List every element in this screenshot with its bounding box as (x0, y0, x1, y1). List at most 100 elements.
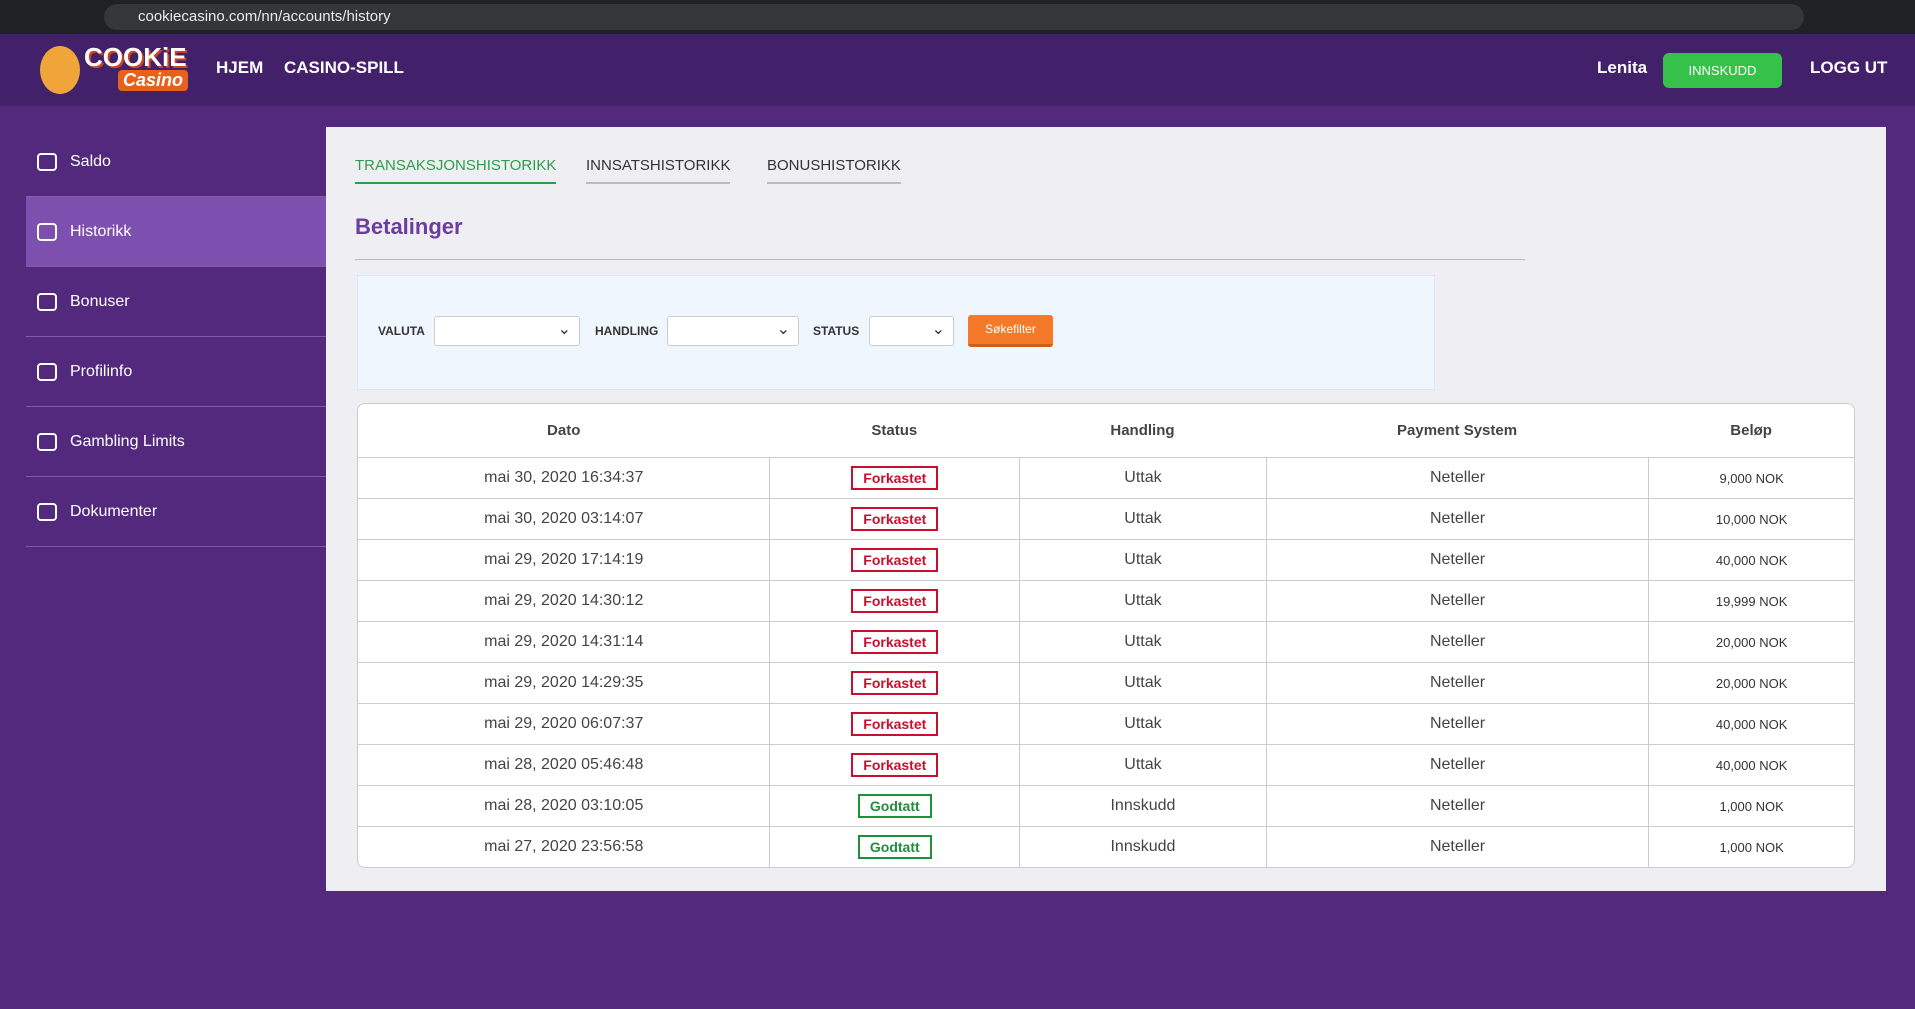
logout-link[interactable]: LOGG UT (1810, 58, 1888, 77)
status-badge: Forkastet (851, 466, 939, 490)
status-badge: Forkastet (851, 671, 939, 695)
table-cell: mai 27, 2020 23:56:58 (484, 838, 644, 855)
sidebar-item[interactable]: Saldo (26, 127, 326, 197)
logo-subtext: Casino (118, 70, 189, 91)
table-cell: Uttak (1019, 704, 1266, 744)
tab[interactable]: BONUSHISTORIKK (767, 157, 901, 184)
table-row: mai 30, 2020 03:14:07 Forkastet Uttak Netel… (358, 498, 1854, 539)
table-cell: Uttak (1019, 581, 1266, 621)
filter-select[interactable] (667, 316, 799, 346)
table-cell: 10,000 NOK (1648, 499, 1854, 539)
sidebar-item[interactable]: Gambling Limits (26, 407, 326, 477)
table-cell: Neteller (1265, 499, 1648, 539)
table-cell: Forkastet (769, 622, 1019, 662)
deposit-button[interactable]: INNSKUDD (1663, 53, 1782, 88)
table-row: mai 28, 2020 05:46:48 Forkastet Uttak Netel… (358, 744, 1854, 785)
table-cell: 9,000 NOK (1648, 458, 1854, 498)
table-header-row: Dato Status Handling Payment System Beløp (358, 404, 1854, 457)
logo-text: COOKiE (84, 42, 187, 72)
logo[interactable]: COOKiE Casino (40, 42, 189, 98)
table-row: mai 29, 2020 14:31:14 Forkastet Uttak Netel… (358, 621, 1854, 662)
table-cell: mai 29, 2020 14:31:14 (484, 633, 644, 650)
filter-label: STATUS (813, 324, 860, 338)
table-cell: Forkastet (769, 704, 1019, 744)
table-cell: Neteller (1265, 622, 1648, 662)
table-cell: Uttak (1019, 540, 1266, 580)
status-badge: Godtatt (857, 835, 932, 859)
table-cell: Forkastet (769, 499, 1019, 539)
address-bar[interactable]: cookiecasino.com/nn/accounts/history (104, 4, 1804, 30)
table-cell: Neteller (1265, 745, 1648, 785)
table-cell: Godtatt (769, 786, 1019, 826)
column-header: Status (871, 422, 918, 439)
table-cell: mai 28, 2020 05:46:48 (484, 756, 644, 773)
table-row: mai 28, 2020 03:10:05 Godtatt Innskudd Nete… (358, 785, 1854, 826)
filter-label: HANDLING (595, 324, 659, 338)
table-row: mai 27, 2020 23:56:58 Godtatt Innskudd Nete… (358, 826, 1854, 867)
table-cell: Godtatt (769, 827, 1019, 867)
table-cell: Innskudd (1019, 786, 1266, 826)
sidebar-item[interactable]: Historikk (26, 197, 326, 267)
table-cell: Uttak (1019, 663, 1266, 703)
table-cell: Neteller (1265, 540, 1648, 580)
table-row: mai 29, 2020 14:30:12 Forkastet Uttak Netel… (358, 580, 1854, 621)
table-cell: Neteller (1265, 786, 1648, 826)
logo-mascot (40, 46, 80, 94)
column-header: Beløp (1730, 422, 1772, 439)
nav-link[interactable]: CASINO-SPILL (284, 58, 404, 77)
column-header: Handling (1110, 422, 1175, 439)
table-cell: 19,999 NOK (1648, 581, 1854, 621)
table-cell: Uttak (1019, 622, 1266, 662)
table-cell: Neteller (1265, 581, 1648, 621)
sidebar-item[interactable]: Bonuser (26, 267, 326, 337)
user-name[interactable]: Lenita (1597, 58, 1648, 77)
table-cell: 40,000 NOK (1648, 540, 1854, 580)
status-badge: Forkastet (851, 712, 939, 736)
section-heading: Betalinger (355, 214, 463, 239)
table-cell: mai 29, 2020 17:14:19 (484, 551, 644, 568)
table-cell: Neteller (1265, 827, 1648, 867)
table-cell: mai 30, 2020 16:34:37 (484, 469, 644, 486)
table-cell: Forkastet (769, 745, 1019, 785)
tab[interactable]: INNSATSHISTORIKK (586, 157, 731, 184)
table-cell: Neteller (1265, 458, 1648, 498)
search-button[interactable]: Søkefilter (968, 315, 1053, 347)
sidebar-icon (37, 503, 57, 521)
filter-label: VALUTA (378, 324, 425, 338)
table-row: mai 29, 2020 06:07:37 Forkastet Uttak Netel… (358, 703, 1854, 744)
table-cell: mai 29, 2020 06:07:37 (484, 715, 644, 732)
column-header: Dato (547, 422, 581, 439)
table-cell: 1,000 NOK (1648, 786, 1854, 826)
filter-select[interactable] (434, 316, 580, 346)
table-cell: Neteller (1265, 663, 1648, 703)
table-cell: mai 28, 2020 03:10:05 (484, 797, 644, 814)
table-cell: Forkastet (769, 458, 1019, 498)
table-cell: Uttak (1019, 745, 1266, 785)
table-row: mai 29, 2020 17:14:19 Forkastet Uttak Netel… (358, 539, 1854, 580)
table-cell: 1,000 NOK (1648, 827, 1854, 867)
tab[interactable]: TRANSAKSJONSHISTORIKK (355, 157, 557, 184)
status-badge: Forkastet (851, 548, 939, 572)
column-header: Payment System (1397, 422, 1518, 439)
sidebar-item[interactable]: Dokumenter (26, 477, 326, 547)
table-cell: mai 29, 2020 14:30:12 (484, 592, 644, 609)
filter-select[interactable] (869, 316, 954, 346)
site-header: COOKiE Casino (0, 34, 1915, 106)
nav-link[interactable]: HJEM (216, 58, 264, 77)
table-cell: Neteller (1265, 704, 1648, 744)
sidebar-item[interactable]: Profilinfo (26, 337, 326, 407)
history-table: Dato Status Handling Payment System Beløp mai… (357, 403, 1855, 868)
table-cell: mai 30, 2020 03:14:07 (484, 510, 644, 527)
table-cell: mai 29, 2020 14:29:35 (484, 674, 644, 691)
status-badge: Godtatt (857, 794, 932, 818)
table-row: mai 30, 2020 16:34:37 Forkastet Uttak Netel… (358, 457, 1854, 498)
divider (355, 259, 1525, 260)
status-badge: Forkastet (851, 753, 939, 777)
table-cell: 20,000 NOK (1648, 663, 1854, 703)
table-row: mai 29, 2020 14:29:35 Forkastet Uttak Netel… (358, 662, 1854, 703)
sidebar-icon (37, 433, 57, 451)
table-cell: Forkastet (769, 540, 1019, 580)
sidebar-icon (37, 223, 57, 241)
